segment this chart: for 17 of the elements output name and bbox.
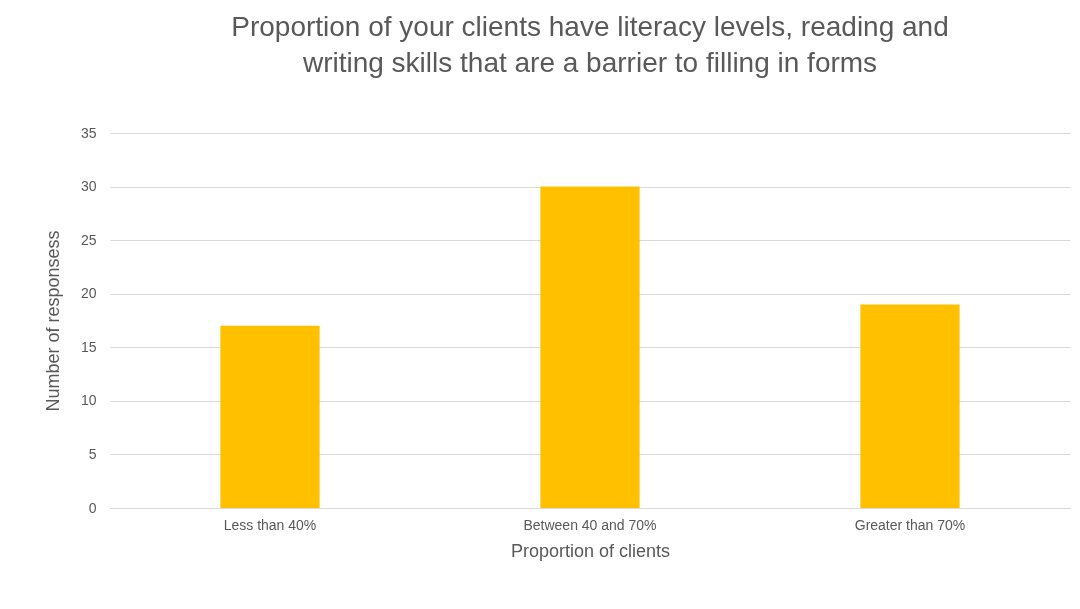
y-tick-label: 5 — [88, 445, 97, 462]
y-tick-label: 20 — [80, 285, 97, 302]
y-tick-label: 35 — [80, 124, 97, 141]
x-axis-title: Proportion of clients — [510, 540, 671, 561]
y-tick-label: 10 — [80, 392, 97, 409]
y-tick-label: 30 — [80, 178, 97, 195]
bar — [220, 325, 320, 508]
x-tick-label: Less than 40% — [223, 516, 317, 533]
y-tick-label: 15 — [80, 338, 97, 355]
x-tick-label: Between 40 and 70% — [523, 516, 657, 533]
chart-title: Proportion of your clients have literacy levels, reading and writing skills that are a barrier to filling in forms — [231, 11, 949, 78]
bar — [540, 186, 640, 508]
y-axis-title: Number of responsess — [42, 230, 63, 412]
y-tick-label: 0 — [88, 499, 97, 516]
bar — [860, 304, 960, 508]
y-tick-label: 25 — [80, 231, 97, 248]
x-tick-label: Greater than 70% — [854, 516, 966, 533]
